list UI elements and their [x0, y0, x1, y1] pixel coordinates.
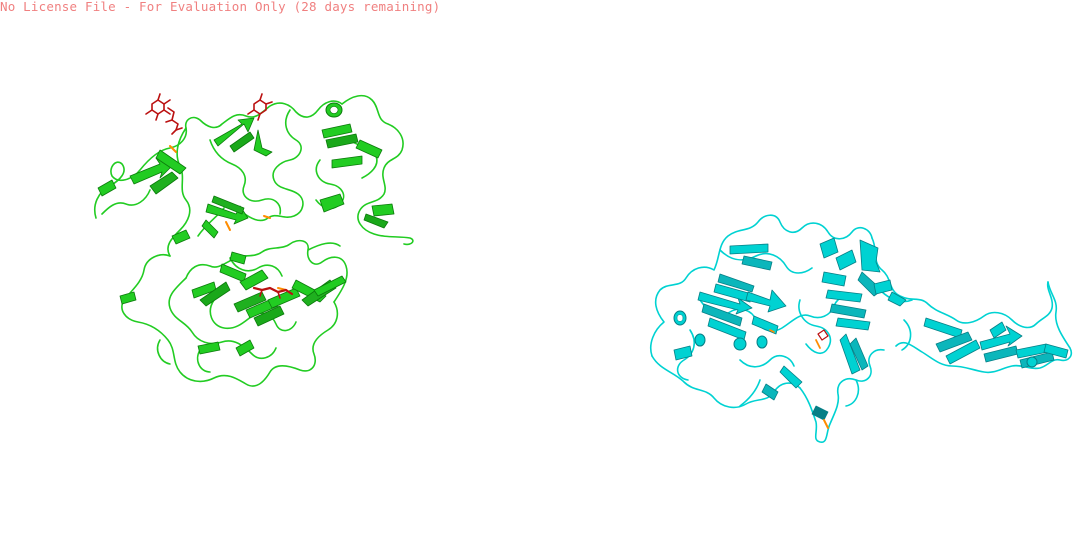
protein-right-coils	[649, 214, 1073, 443]
protein-left-sheets	[97, 102, 395, 357]
evaluation-watermark: No License File - For Evaluation Only (2…	[0, 0, 441, 14]
protein-structure-left[interactable]	[94, 93, 414, 387]
protein-right-sheets	[673, 237, 1069, 429]
protein-left-coils	[94, 94, 414, 387]
protein-right-ligands	[817, 329, 829, 341]
protein-structure-right[interactable]	[649, 214, 1073, 443]
protein-left-ligands	[145, 93, 294, 299]
